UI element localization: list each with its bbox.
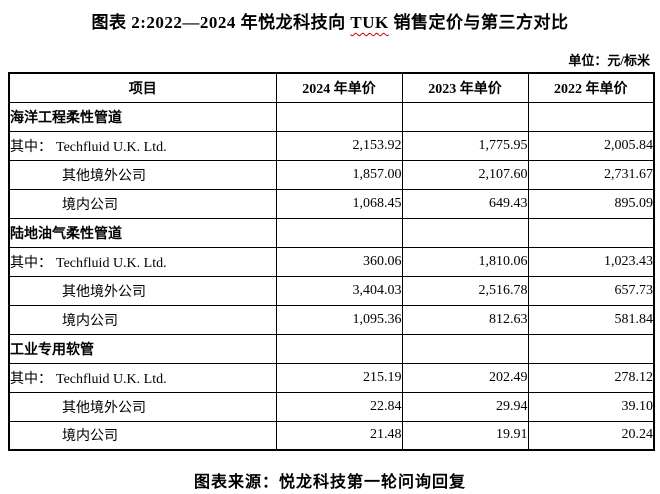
empty-cell: [527, 101, 655, 132]
unit-label: 单位：元/标米: [568, 53, 650, 68]
value-cell-2024: 215.19: [275, 362, 403, 393]
row-label-text: Techfluid U.K. Ltd.: [56, 371, 167, 387]
value-cell-2023: 812.63: [401, 304, 529, 335]
empty-cell: [401, 333, 529, 364]
value-cell-2022: 657.73: [527, 275, 655, 306]
empty-cell: [527, 333, 655, 364]
row-prefix: 其中：: [10, 255, 52, 271]
column-header-2023: 2023 年单价: [401, 72, 529, 103]
value-cell-2023: 1,810.06: [401, 246, 529, 277]
value-cell-2024: 3,404.03: [275, 275, 403, 306]
value-cell-2024: 22.84: [275, 391, 403, 422]
value-cell-2023: 2,516.78: [401, 275, 529, 306]
table-row: 其他境外公司 3,404.03 2,516.78 657.73: [8, 275, 655, 306]
row-prefix: 其中：: [10, 139, 52, 155]
source-note: 图表来源：悦龙科技第一轮问询回复: [193, 474, 466, 491]
column-header-2022: 2022 年单价: [527, 72, 655, 103]
value-cell-2022: 1,023.43: [527, 246, 655, 277]
value-cell-2024: 360.06: [275, 246, 403, 277]
pricing-table: 项目 2024 年单价 2023 年单价 2022 年单价 海洋工程柔性管道 其…: [8, 72, 655, 451]
value-cell-2024: 1,068.45: [275, 188, 403, 219]
page-title-suffix: 销售定价与第三方对比: [388, 13, 569, 32]
row-label: 其他境外公司: [8, 159, 277, 190]
row-label-text: Techfluid U.K. Ltd.: [56, 139, 167, 155]
value-cell-2023: 649.43: [401, 188, 529, 219]
row-label-text: Techfluid U.K. Ltd.: [56, 255, 167, 271]
empty-cell: [401, 217, 529, 248]
value-cell-2022: 895.09: [527, 188, 655, 219]
row-label: 境内公司: [8, 188, 277, 219]
value-cell-2024: 21.48: [275, 420, 403, 451]
value-cell-2022: 20.24: [527, 420, 655, 451]
row-label: 境内公司: [8, 420, 277, 451]
value-cell-2022: 39.10: [527, 391, 655, 422]
empty-cell: [527, 217, 655, 248]
value-cell-2024: 1,095.36: [275, 304, 403, 335]
table-row: 其他境外公司 22.84 29.94 39.10: [8, 391, 655, 422]
section-name: 海洋工程柔性管道: [8, 101, 277, 132]
page-title: 图表 2:2022—2024 年悦龙科技向 TUK 销售定价与第三方对比: [0, 0, 660, 33]
column-header-item: 项目: [8, 72, 277, 103]
row-label: 其中： Techfluid U.K. Ltd.: [8, 362, 277, 393]
row-label: 其中： Techfluid U.K. Ltd.: [8, 130, 277, 161]
row-label: 其他境外公司: [8, 391, 277, 422]
row-label: 境内公司: [8, 304, 277, 335]
value-cell-2022: 2,005.84: [527, 130, 655, 161]
value-cell-2022: 581.84: [527, 304, 655, 335]
table-row: 其中： Techfluid U.K. Ltd. 360.06 1,810.06 1…: [8, 246, 655, 277]
table-row: 其中： Techfluid U.K. Ltd. 215.19 202.49 278…: [8, 362, 655, 393]
page-title-prefix: 图表 2:2022—2024 年悦龙科技向: [91, 13, 351, 32]
spellcheck-word: TUK: [350, 13, 389, 32]
value-cell-2023: 2,107.60: [401, 159, 529, 190]
value-cell-2023: 1,775.95: [401, 130, 529, 161]
column-header-2024: 2024 年单价: [275, 72, 403, 103]
value-cell-2024: 2,153.92: [275, 130, 403, 161]
section-name: 工业专用软管: [8, 333, 277, 364]
empty-cell: [275, 217, 403, 248]
section-row-industrial: 工业专用软管: [8, 333, 655, 364]
empty-cell: [401, 101, 529, 132]
value-cell-2023: 202.49: [401, 362, 529, 393]
empty-cell: [275, 333, 403, 364]
header-row: 项目 2024 年单价 2023 年单价 2022 年单价: [8, 72, 655, 103]
empty-cell: [275, 101, 403, 132]
table-row: 境内公司 1,095.36 812.63 581.84: [8, 304, 655, 335]
value-cell-2023: 19.91: [401, 420, 529, 451]
value-cell-2022: 2,731.67: [527, 159, 655, 190]
value-cell-2024: 1,857.00: [275, 159, 403, 190]
section-row-offshore: 海洋工程柔性管道: [8, 101, 655, 132]
value-cell-2022: 278.12: [527, 362, 655, 393]
table-row: 境内公司 21.48 19.91 20.24: [8, 420, 655, 451]
table-row: 其中： Techfluid U.K. Ltd. 2,153.92 1,775.95…: [8, 130, 655, 161]
row-prefix: 其中：: [10, 371, 52, 387]
section-name: 陆地油气柔性管道: [8, 217, 277, 248]
table-row: 境内公司 1,068.45 649.43 895.09: [8, 188, 655, 219]
row-label: 其他境外公司: [8, 275, 277, 306]
row-label: 其中： Techfluid U.K. Ltd.: [8, 246, 277, 277]
section-row-onshore: 陆地油气柔性管道: [8, 217, 655, 248]
value-cell-2023: 29.94: [401, 391, 529, 422]
table-row: 其他境外公司 1,857.00 2,107.60 2,731.67: [8, 159, 655, 190]
